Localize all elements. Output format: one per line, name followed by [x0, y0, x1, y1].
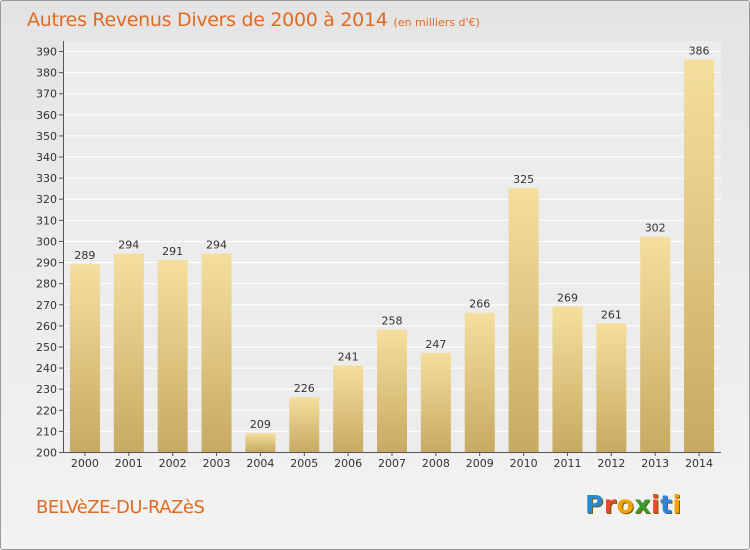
y-tick-label: 280: [36, 278, 57, 291]
x-tick-label: 2009: [466, 457, 494, 470]
bar: [289, 397, 320, 452]
y-tick-label: 210: [36, 425, 57, 438]
bar: [420, 352, 451, 452]
logo-letter: o: [616, 490, 635, 519]
bar: [245, 433, 276, 452]
bar: [640, 236, 671, 452]
y-tick-label: 230: [36, 383, 57, 396]
y-tick-label: 250: [36, 341, 57, 354]
y-tick-label: 270: [36, 299, 57, 312]
logo-letter: i: [672, 490, 682, 519]
data-label: 266: [469, 298, 490, 311]
x-tick-label: 2011: [553, 457, 581, 470]
x-tick-label: 2014: [685, 457, 713, 470]
data-label: 294: [118, 239, 139, 252]
bar: [333, 365, 364, 452]
x-tick-label: 2012: [597, 457, 625, 470]
x-tick-label: 2013: [641, 457, 669, 470]
x-tick-label: 2004: [246, 457, 274, 470]
chart-title-text: Autres Revenus Divers de 2000 à 2014: [27, 9, 388, 31]
bar: [157, 259, 188, 452]
logo-letter: i: [651, 490, 661, 519]
commune-name: BELVèZE-DU-RAZèS: [36, 497, 205, 518]
data-label: 247: [425, 338, 446, 351]
y-tick-label: 320: [36, 193, 57, 206]
proxiti-logo: Proxiti: [585, 490, 682, 519]
x-tick-label: 2010: [510, 457, 538, 470]
logo-letter: t: [660, 490, 673, 519]
data-label: 209: [250, 418, 271, 431]
y-tick-label: 240: [36, 362, 57, 375]
y-tick-label: 390: [36, 46, 57, 59]
bar: [552, 306, 583, 452]
x-tick-label: 2007: [378, 457, 406, 470]
chart-subtitle: (en milliers d'€): [393, 16, 480, 29]
bar: [464, 312, 495, 452]
x-tick-label: 2003: [203, 457, 231, 470]
bar: [596, 323, 627, 452]
y-tick-label: 310: [36, 214, 57, 227]
data-label: 258: [382, 315, 403, 328]
data-label: 302: [645, 222, 666, 235]
y-tick-label: 260: [36, 320, 57, 333]
data-label: 269: [557, 291, 578, 304]
data-label: 294: [206, 239, 227, 252]
y-tick-label: 350: [36, 130, 57, 143]
bar: [113, 253, 144, 452]
data-label: 325: [513, 173, 534, 186]
bar: [508, 188, 539, 452]
y-tick-label: 200: [36, 447, 57, 460]
x-tick-label: 2001: [115, 457, 143, 470]
x-tick-label: 2008: [422, 457, 450, 470]
y-tick-label: 290: [36, 257, 57, 270]
y-tick-label: 340: [36, 151, 57, 164]
y-tick-label: 300: [36, 235, 57, 248]
y-tick-label: 330: [36, 172, 57, 185]
logo-letter: x: [634, 490, 651, 519]
y-tick-label: 380: [36, 67, 57, 80]
logo-letter: P: [585, 490, 604, 519]
data-label: 289: [74, 249, 95, 262]
y-tick-label: 370: [36, 88, 57, 101]
data-label: 261: [601, 308, 622, 321]
data-label: 386: [689, 44, 710, 57]
data-label: 291: [162, 245, 183, 258]
x-tick-label: 2006: [334, 457, 362, 470]
data-label: 241: [338, 350, 359, 363]
logo-letter: r: [603, 490, 617, 519]
chart-title: Autres Revenus Divers de 2000 à 2014 (en …: [27, 9, 480, 31]
bar: [69, 264, 100, 452]
bar: [684, 59, 715, 452]
data-label: 226: [294, 382, 315, 395]
y-tick-label: 360: [36, 109, 57, 122]
x-tick-label: 2005: [290, 457, 318, 470]
bar: [377, 329, 407, 452]
y-tick-label: 220: [36, 404, 57, 417]
x-tick-label: 2000: [71, 457, 99, 470]
bar: [201, 253, 232, 452]
x-tick-label: 2002: [159, 457, 187, 470]
